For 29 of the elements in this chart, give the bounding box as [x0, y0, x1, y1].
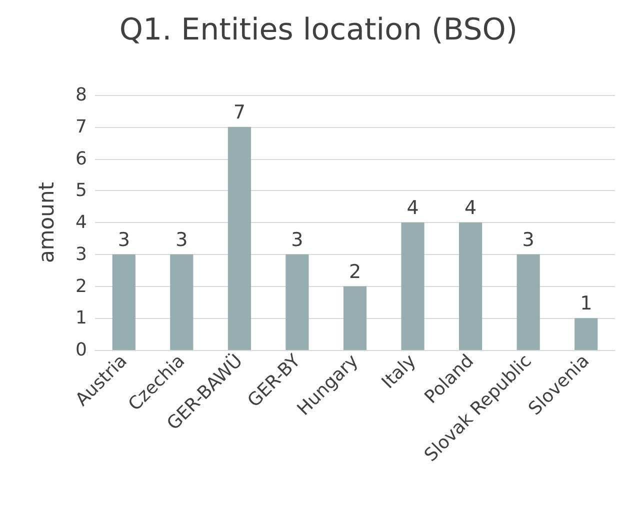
y-tick-label: 2 [76, 276, 87, 297]
y-tick-label: 8 [76, 84, 87, 106]
bar [112, 254, 136, 350]
bar [401, 222, 424, 350]
bar [343, 286, 367, 350]
y-tick-label: 7 [76, 116, 87, 138]
y-tick-label: 6 [76, 148, 87, 170]
data-label: 4 [406, 197, 419, 219]
bar [228, 126, 251, 350]
y-tick-label: 4 [76, 212, 87, 233]
y-tick-label: 3 [76, 244, 87, 265]
data-label: 3 [291, 228, 304, 251]
data-label: 2 [348, 260, 362, 283]
y-tick-label: 1 [76, 308, 87, 329]
chart-title: Q1. Entities location (BSO) [119, 12, 518, 48]
data-label: 3 [522, 228, 534, 251]
data-label: 3 [118, 228, 130, 251]
data-label: 3 [176, 228, 188, 251]
y-axis-title: amount [34, 182, 58, 264]
y-tick-label: 5 [76, 180, 87, 202]
y-tick-label: 0 [76, 340, 87, 360]
bar [574, 318, 598, 350]
data-label: 1 [580, 292, 592, 315]
bar [286, 254, 309, 350]
data-label: 4 [464, 197, 477, 219]
bar [459, 222, 482, 350]
data-label: 7 [233, 101, 246, 124]
bar [170, 254, 194, 350]
bar [516, 254, 540, 350]
